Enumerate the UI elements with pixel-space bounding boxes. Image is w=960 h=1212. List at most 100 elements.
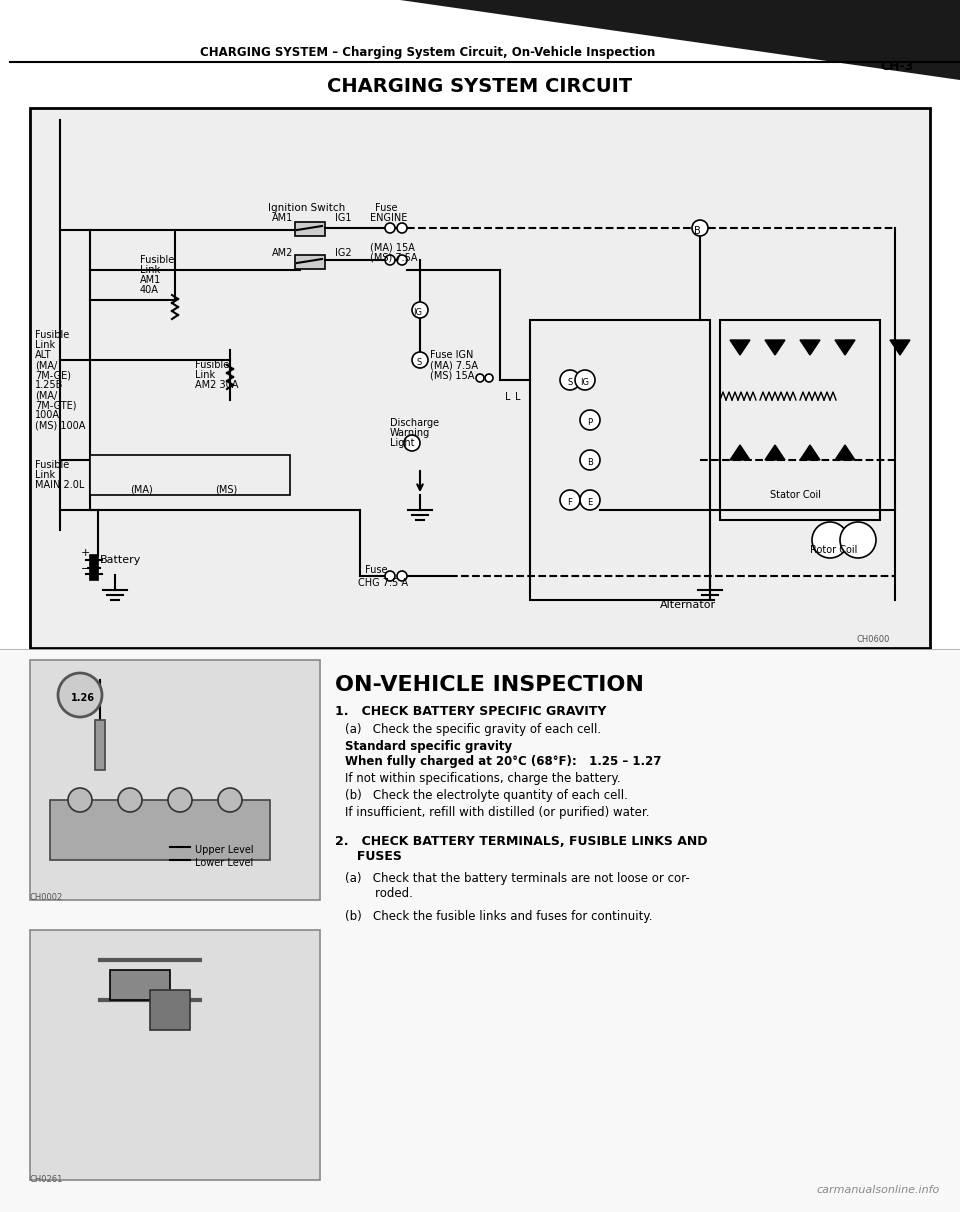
Text: AM1: AM1 bbox=[272, 213, 293, 223]
Bar bbox=[30, 108, 930, 648]
Circle shape bbox=[397, 255, 407, 265]
Text: (MS) 7.5A: (MS) 7.5A bbox=[370, 253, 418, 263]
Text: If insufficient, refill with distilled (or purified) water.: If insufficient, refill with distilled (… bbox=[345, 806, 650, 819]
Circle shape bbox=[58, 673, 102, 718]
Text: +: + bbox=[81, 548, 90, 558]
Circle shape bbox=[404, 435, 420, 451]
Circle shape bbox=[692, 221, 708, 236]
Text: S: S bbox=[567, 378, 572, 387]
Text: CHG 7.5 A: CHG 7.5 A bbox=[358, 578, 408, 588]
Text: Upper Level: Upper Level bbox=[195, 845, 253, 854]
Text: (a)   Check the specific gravity of each cell.: (a) Check the specific gravity of each c… bbox=[345, 724, 601, 736]
Circle shape bbox=[840, 522, 876, 558]
Text: Ignition Switch: Ignition Switch bbox=[268, 202, 346, 213]
Circle shape bbox=[412, 351, 428, 368]
Text: Link: Link bbox=[35, 341, 55, 350]
Polygon shape bbox=[730, 341, 750, 355]
Text: IG: IG bbox=[581, 378, 589, 387]
Text: 7M-GE): 7M-GE) bbox=[35, 370, 71, 381]
Bar bbox=[720, 320, 880, 520]
Text: Fusible: Fusible bbox=[35, 461, 69, 470]
Text: Fuse: Fuse bbox=[375, 202, 397, 213]
Text: Fuse IGN: Fuse IGN bbox=[430, 350, 473, 360]
Polygon shape bbox=[765, 445, 785, 461]
Bar bbox=[150, 990, 190, 1030]
Text: Link: Link bbox=[35, 470, 55, 480]
Text: Lower Level: Lower Level bbox=[195, 858, 253, 868]
Text: IG1: IG1 bbox=[335, 213, 351, 223]
Text: E: E bbox=[588, 498, 592, 507]
Circle shape bbox=[580, 450, 600, 470]
Text: AM2 30A: AM2 30A bbox=[195, 381, 238, 390]
Bar bbox=[0, 650, 960, 1212]
Circle shape bbox=[476, 375, 484, 382]
Bar bbox=[530, 320, 710, 600]
Text: Link: Link bbox=[140, 265, 160, 275]
Bar bbox=[30, 661, 320, 901]
Circle shape bbox=[580, 410, 600, 430]
Text: Alternator: Alternator bbox=[660, 600, 716, 610]
Text: Discharge: Discharge bbox=[390, 418, 439, 428]
Text: (a)   Check that the battery terminals are not loose or cor-
        roded.: (a) Check that the battery terminals are… bbox=[345, 871, 689, 901]
Circle shape bbox=[560, 370, 580, 390]
Text: P: P bbox=[588, 418, 592, 427]
Polygon shape bbox=[730, 445, 750, 461]
Text: CH0002: CH0002 bbox=[30, 893, 63, 902]
Text: MAIN 2.0L: MAIN 2.0L bbox=[35, 480, 84, 490]
Text: CH0261: CH0261 bbox=[30, 1174, 63, 1184]
Text: (b)   Check the fusible links and fuses for continuity.: (b) Check the fusible links and fuses fo… bbox=[345, 910, 653, 924]
Bar bbox=[50, 800, 270, 861]
Text: IG: IG bbox=[414, 308, 422, 318]
Text: (MS) 15A: (MS) 15A bbox=[430, 370, 474, 381]
Text: Fuse: Fuse bbox=[365, 565, 388, 574]
Polygon shape bbox=[890, 341, 910, 355]
Text: (MA) 7.5A: (MA) 7.5A bbox=[430, 360, 478, 370]
Circle shape bbox=[397, 571, 407, 581]
Circle shape bbox=[168, 788, 192, 812]
Polygon shape bbox=[800, 445, 820, 461]
Text: When fully charged at 20°C (68°F):   1.25 – 1.27: When fully charged at 20°C (68°F): 1.25 … bbox=[345, 755, 661, 768]
Text: S: S bbox=[417, 358, 421, 367]
Circle shape bbox=[580, 490, 600, 510]
Text: If not within specifications, charge the battery.: If not within specifications, charge the… bbox=[345, 772, 620, 785]
Text: 2.   CHECK BATTERY TERMINALS, FUSIBLE LINKS AND
     FUSES: 2. CHECK BATTERY TERMINALS, FUSIBLE LINK… bbox=[335, 835, 708, 863]
Text: B: B bbox=[588, 458, 593, 467]
Circle shape bbox=[412, 302, 428, 318]
Text: 100A: 100A bbox=[35, 410, 60, 421]
Text: Fusible: Fusible bbox=[140, 255, 175, 265]
Polygon shape bbox=[835, 341, 855, 355]
Circle shape bbox=[68, 788, 92, 812]
Bar bbox=[295, 222, 325, 236]
Text: F: F bbox=[567, 498, 572, 507]
Text: AM1: AM1 bbox=[140, 275, 161, 285]
Circle shape bbox=[118, 788, 142, 812]
Text: (MS): (MS) bbox=[215, 484, 237, 494]
Text: Warning: Warning bbox=[390, 428, 430, 438]
Text: Battery: Battery bbox=[100, 555, 141, 565]
Text: ON-VEHICLE INSPECTION: ON-VEHICLE INSPECTION bbox=[335, 675, 644, 694]
Circle shape bbox=[385, 255, 395, 265]
Text: (MS) 100A: (MS) 100A bbox=[35, 421, 85, 430]
Polygon shape bbox=[835, 445, 855, 461]
Text: 40A: 40A bbox=[140, 285, 158, 295]
Text: (MA/: (MA/ bbox=[35, 390, 58, 400]
Text: CHARGING SYSTEM CIRCUIT: CHARGING SYSTEM CIRCUIT bbox=[327, 78, 633, 96]
Text: CH-3: CH-3 bbox=[880, 61, 913, 73]
Circle shape bbox=[485, 375, 493, 382]
Polygon shape bbox=[400, 0, 960, 80]
Text: L: L bbox=[505, 391, 511, 402]
Text: ALT: ALT bbox=[35, 350, 52, 360]
Text: Fusible: Fusible bbox=[195, 360, 229, 370]
Text: Light: Light bbox=[390, 438, 415, 448]
Text: AM2: AM2 bbox=[272, 248, 294, 258]
Polygon shape bbox=[765, 341, 785, 355]
Circle shape bbox=[385, 571, 395, 581]
Text: Fusible: Fusible bbox=[35, 330, 69, 341]
Bar bbox=[295, 255, 325, 269]
Text: IG2: IG2 bbox=[335, 248, 351, 258]
Bar bbox=[110, 970, 170, 1000]
Text: 1.26: 1.26 bbox=[71, 693, 95, 703]
Text: carmanualsonline.info: carmanualsonline.info bbox=[817, 1185, 940, 1195]
Circle shape bbox=[575, 370, 595, 390]
Circle shape bbox=[218, 788, 242, 812]
